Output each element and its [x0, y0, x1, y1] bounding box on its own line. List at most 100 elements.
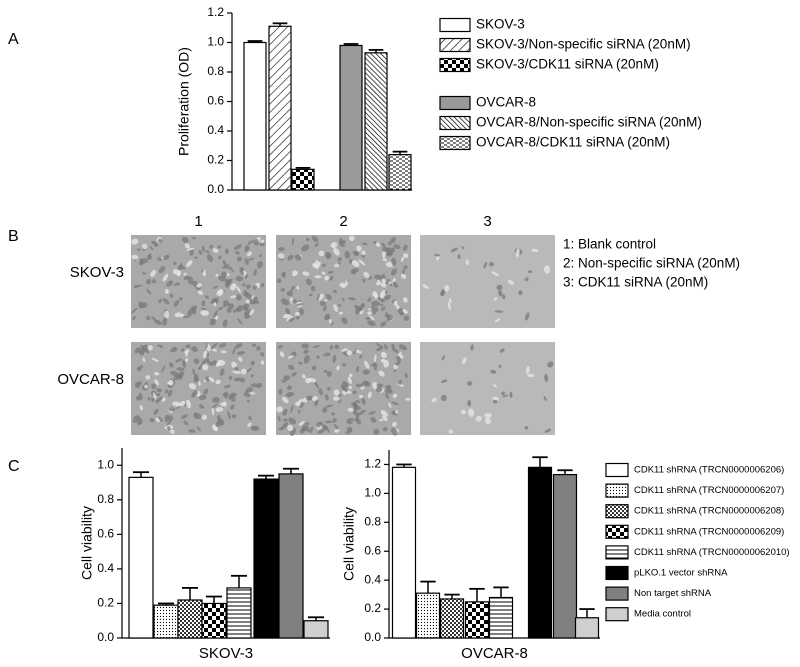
cell: [151, 357, 159, 362]
cell: [235, 275, 244, 282]
cell: [168, 407, 176, 412]
legend-label: pLKO.1 vector shRNA: [634, 568, 728, 579]
cell: [278, 246, 285, 252]
cell: [254, 238, 259, 244]
cell: [380, 321, 387, 327]
cell: [230, 295, 237, 299]
cell: [341, 381, 347, 390]
cell: [291, 371, 297, 377]
legend-swatch: [439, 17, 471, 33]
cell: [373, 240, 377, 245]
cell: [226, 307, 232, 313]
bar: [278, 473, 304, 639]
error-bar: [392, 150, 408, 155]
cell: [328, 318, 332, 325]
cell: [367, 391, 372, 399]
cell: [146, 254, 152, 260]
cell: [398, 351, 402, 357]
cell: [279, 351, 285, 358]
cell: [395, 409, 398, 414]
cell: [302, 374, 306, 379]
cell: [322, 263, 326, 268]
cell: [329, 345, 334, 350]
cell: [359, 355, 363, 359]
cell: [380, 306, 386, 311]
cell: [390, 268, 398, 276]
legend-swatch: [439, 95, 471, 111]
cell: [431, 398, 437, 403]
x-axis-label: SKOV-3: [199, 645, 253, 662]
cell: [324, 404, 333, 408]
cell: [205, 342, 208, 349]
cell: [248, 415, 252, 421]
cell: [246, 400, 250, 403]
error-bar: [308, 616, 324, 621]
cell: [329, 322, 334, 326]
bar: [388, 154, 412, 191]
cell: [235, 307, 240, 312]
cell: [181, 348, 185, 352]
cell: [490, 369, 497, 374]
cell: [338, 399, 342, 404]
cell: [346, 350, 352, 356]
cell: [146, 288, 152, 295]
cell: [206, 359, 213, 366]
cell: [188, 383, 197, 390]
cell: [391, 401, 399, 405]
cell: [306, 395, 311, 401]
legend-swatch: [439, 135, 471, 151]
cell: [333, 304, 338, 312]
cell: [404, 372, 408, 379]
legend-swatch: [439, 37, 471, 53]
cell: [461, 246, 465, 250]
cell: [240, 377, 246, 383]
error-bar: [579, 608, 595, 618]
cell: [502, 394, 509, 398]
cell: [403, 265, 408, 270]
cell: [247, 239, 254, 246]
cell: [494, 310, 504, 313]
cell: [460, 409, 466, 415]
cell: [383, 344, 388, 350]
cell: [208, 376, 215, 383]
cell: [282, 408, 288, 416]
cell: [444, 285, 450, 292]
cell: [352, 390, 357, 395]
cell: [440, 288, 446, 297]
y-tick-label: 1.2: [207, 5, 224, 19]
cell: [393, 244, 401, 250]
cell: [396, 305, 400, 310]
cell: [501, 391, 506, 396]
cell: [211, 348, 218, 352]
legend-label: CDK11 shRNA (TRCN0000006207): [634, 485, 784, 496]
error-bar: [283, 467, 299, 474]
cell: [137, 367, 141, 372]
cell: [298, 361, 303, 365]
cell: [392, 281, 398, 288]
cell: [316, 422, 322, 428]
key-text: 1: Blank control: [563, 237, 656, 252]
cell: [382, 415, 388, 421]
legend-swatch: [605, 565, 629, 581]
cell: [234, 244, 242, 250]
cell: [402, 268, 405, 275]
cell: [282, 272, 286, 279]
cell: [367, 320, 376, 327]
cell: [281, 396, 289, 404]
cell: [342, 298, 345, 302]
cell: [378, 281, 386, 288]
error-bar: [557, 469, 573, 475]
bar: [153, 604, 179, 639]
cell: [225, 278, 231, 286]
error-bar: [247, 40, 263, 43]
legend-label: SKOV-3/CDK11 siRNA (20nM): [476, 57, 659, 72]
cell: [362, 369, 370, 375]
cell: [206, 254, 214, 263]
legend-label: Media control: [634, 609, 691, 620]
cell: [339, 244, 346, 247]
cell: [154, 379, 159, 386]
bar: [488, 596, 514, 639]
cell: [301, 343, 310, 349]
cell: [219, 368, 225, 377]
cell: [338, 311, 344, 315]
